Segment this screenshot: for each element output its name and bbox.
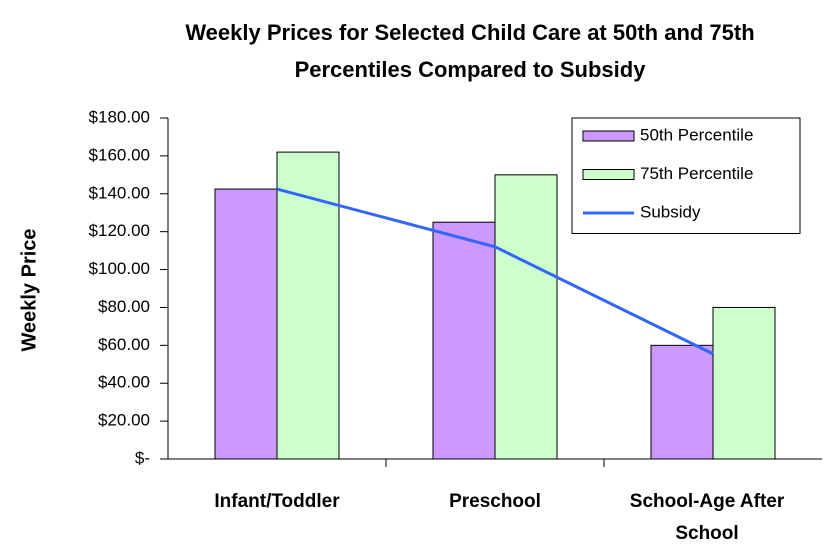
legend-swatch [582,130,635,142]
y-tick-label: $40.00 [98,373,150,392]
y-tick-label: $20.00 [98,411,150,430]
y-axis-label: Weekly Price [18,228,40,351]
line [276,187,714,356]
legend-label: 50th Percentile [640,125,753,144]
y-tick-label: $120.00 [89,221,150,240]
y-tick-label: $160.00 [89,145,150,164]
legend-label: Subsidy [640,202,701,221]
y-tick-label: $100.00 [89,259,150,278]
legend-swatch [582,169,635,180]
y-tick-label: $140.00 [89,183,150,202]
bar [712,306,776,460]
y-tick-label: $60.00 [98,335,150,354]
y-tick-label: $180.00 [89,107,150,126]
x-tick-label: Preschool [449,491,541,512]
x-tick-label: Infant/Toddler [214,491,340,512]
legend-label: 75th Percentile [640,164,753,183]
y-tick-label: $- [135,448,150,467]
chart-title: Weekly Prices for Selected Child Care at… [185,20,755,82]
bar [432,221,496,460]
bar [214,188,278,460]
x-tick-label: School-Age After School [629,491,785,544]
y-tick-label: $80.00 [98,297,150,316]
bar [650,344,714,460]
bar [494,174,558,460]
